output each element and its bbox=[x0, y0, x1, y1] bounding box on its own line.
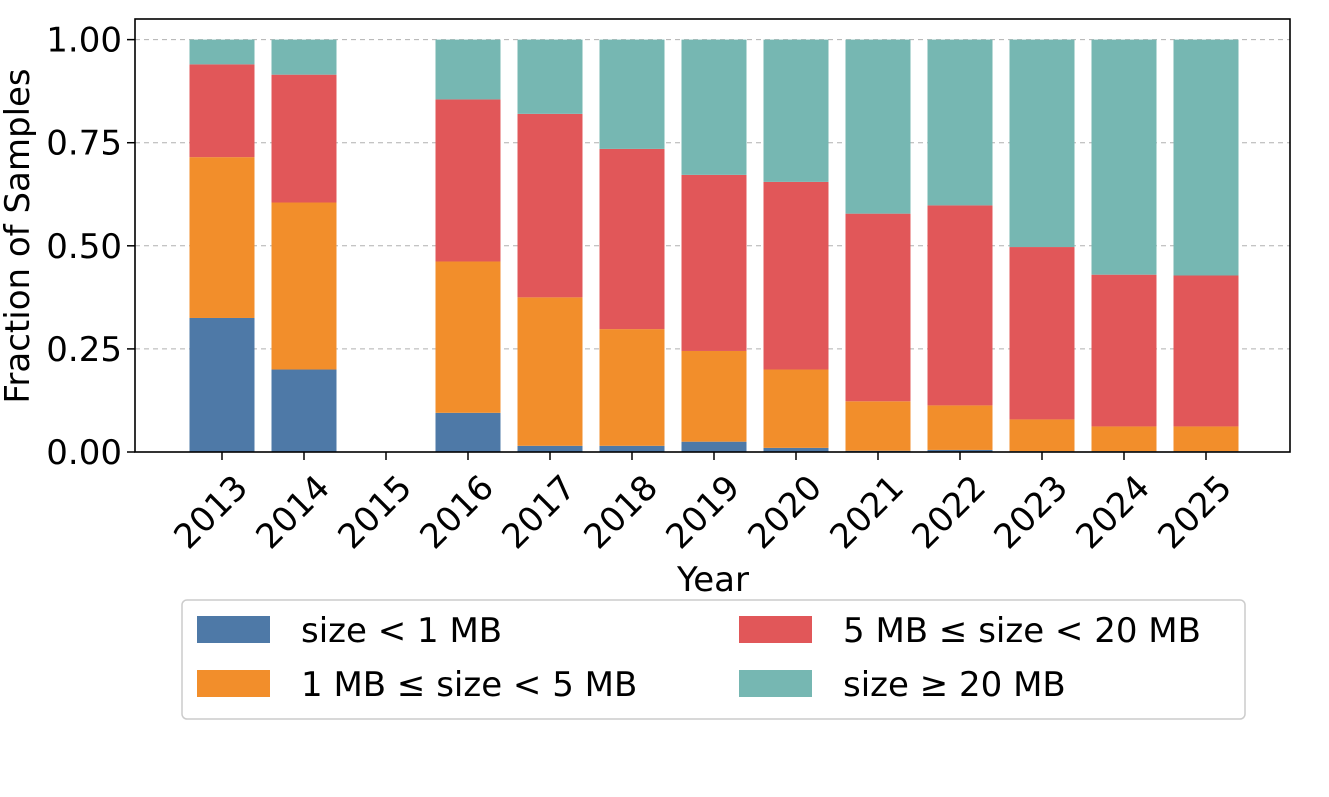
bar-segment bbox=[517, 445, 583, 452]
bar-segment bbox=[1009, 247, 1075, 420]
bar-segment bbox=[517, 39, 583, 114]
bar-segment bbox=[1091, 274, 1157, 427]
bar-segment bbox=[681, 441, 747, 452]
bar-segment bbox=[927, 449, 993, 452]
bar-segment bbox=[435, 261, 501, 413]
y-tick-label: 0.75 bbox=[46, 124, 122, 164]
x-tick-label: 2013 bbox=[166, 468, 255, 557]
x-tick-label: 2020 bbox=[740, 468, 829, 557]
bar-segment bbox=[517, 113, 583, 298]
y-tick-label: 0.50 bbox=[46, 227, 122, 267]
y-tick-label: 0.25 bbox=[46, 330, 122, 370]
bar-segment bbox=[435, 99, 501, 262]
bar-segment bbox=[681, 39, 747, 175]
x-tick-label: 2024 bbox=[1068, 468, 1157, 557]
x-tick-label: 2023 bbox=[986, 468, 1075, 557]
bar-segment bbox=[845, 213, 911, 402]
bar-segment bbox=[517, 297, 583, 446]
x-tick-label: 2021 bbox=[822, 468, 911, 557]
y-tick-label: 1.00 bbox=[46, 21, 122, 61]
legend: size < 1 MB 1 MB ≤ size < 5 MB 5 MB ≤ size… bbox=[181, 599, 1246, 720]
legend-swatch bbox=[739, 670, 812, 697]
bar-segment bbox=[927, 39, 993, 206]
y-axis-label: Fraction of Samples bbox=[0, 68, 38, 403]
legend-swatch bbox=[739, 616, 812, 643]
bar-segment bbox=[1009, 39, 1075, 248]
bar-segment bbox=[189, 39, 255, 65]
plot-frame bbox=[134, 18, 1291, 453]
legend-label: 5 MB ≤ size < 20 MB bbox=[843, 611, 1201, 651]
x-tick-label: 2018 bbox=[576, 468, 665, 557]
bar-segment bbox=[763, 181, 829, 370]
bar-segment bbox=[1173, 39, 1239, 276]
bar-segment bbox=[1091, 426, 1157, 452]
bar-segment bbox=[599, 445, 665, 452]
bar-segment bbox=[1009, 419, 1075, 452]
legend-swatch bbox=[197, 616, 270, 643]
bar-segment bbox=[271, 202, 337, 370]
bar-segment bbox=[845, 39, 911, 214]
bar-segment bbox=[845, 401, 911, 451]
bar-segment bbox=[271, 369, 337, 452]
bar-segment bbox=[435, 412, 501, 452]
x-axis-label: Year bbox=[676, 560, 749, 600]
bar-segment bbox=[189, 157, 255, 318]
bar-segment bbox=[599, 329, 665, 446]
x-tick-label: 2016 bbox=[412, 468, 501, 557]
bar-segment bbox=[927, 405, 993, 450]
legend-label: size < 1 MB bbox=[301, 611, 502, 651]
bar-segment bbox=[435, 39, 501, 100]
bar-segment bbox=[271, 74, 337, 203]
y-tick-label: 0.00 bbox=[46, 433, 122, 473]
legend-frame bbox=[181, 599, 1246, 720]
bar-segment bbox=[189, 64, 255, 158]
x-tick-label: 2017 bbox=[494, 468, 583, 557]
bar-segment bbox=[1173, 275, 1239, 427]
bar-segment bbox=[681, 350, 747, 442]
bar-segment bbox=[599, 39, 665, 149]
bar-segment bbox=[189, 317, 255, 452]
x-tick-label: 2025 bbox=[1150, 468, 1239, 557]
bar-segment bbox=[763, 447, 829, 452]
bar-segment bbox=[599, 148, 665, 330]
x-tick-label: 2015 bbox=[330, 468, 419, 557]
x-tick-label: 2014 bbox=[248, 468, 337, 557]
bar-segment bbox=[681, 174, 747, 351]
bars bbox=[189, 39, 1239, 452]
bar-segment bbox=[271, 39, 337, 75]
bar-segment bbox=[763, 39, 829, 182]
bar-segment bbox=[927, 205, 993, 406]
legend-label: size ≥ 20 MB bbox=[843, 665, 1066, 705]
bar-segment bbox=[1173, 426, 1239, 452]
y-axis: 0.00 0.25 0.50 0.75 1.00 bbox=[46, 21, 135, 473]
bar-segment bbox=[763, 369, 829, 448]
x-tick-label: 2019 bbox=[658, 468, 747, 557]
x-axis: 2013201420152016201720182019202020212022… bbox=[166, 452, 1240, 557]
legend-swatch bbox=[197, 670, 270, 697]
x-tick-label: 2022 bbox=[904, 468, 993, 557]
bar-segment bbox=[1091, 39, 1157, 275]
legend-label: 1 MB ≤ size < 5 MB bbox=[301, 665, 637, 705]
